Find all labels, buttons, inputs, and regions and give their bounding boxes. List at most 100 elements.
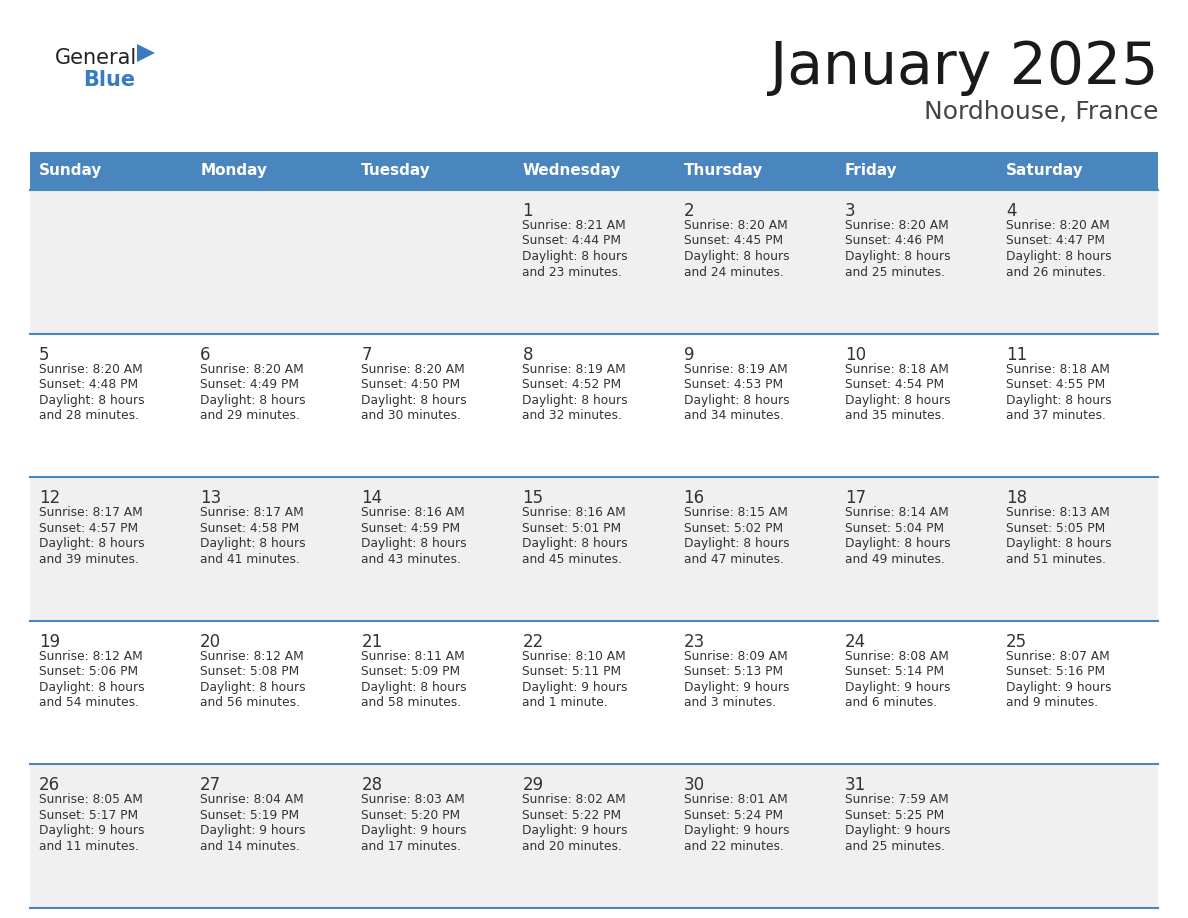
Text: 29: 29 (523, 777, 544, 794)
Text: Daylight: 8 hours: Daylight: 8 hours (39, 681, 145, 694)
Text: Sunset: 5:01 PM: Sunset: 5:01 PM (523, 521, 621, 534)
Text: 27: 27 (200, 777, 221, 794)
Text: Sunrise: 8:20 AM: Sunrise: 8:20 AM (200, 363, 304, 375)
Text: Sunset: 4:44 PM: Sunset: 4:44 PM (523, 234, 621, 248)
Text: 16: 16 (683, 489, 704, 508)
Text: and 6 minutes.: and 6 minutes. (845, 696, 937, 710)
Text: 15: 15 (523, 489, 544, 508)
Text: Sunrise: 8:21 AM: Sunrise: 8:21 AM (523, 219, 626, 232)
Text: and 22 minutes.: and 22 minutes. (683, 840, 783, 853)
Text: Daylight: 8 hours: Daylight: 8 hours (523, 250, 628, 263)
Text: Sunset: 5:14 PM: Sunset: 5:14 PM (845, 666, 943, 678)
Text: Sunday: Sunday (39, 163, 102, 178)
Text: 3: 3 (845, 202, 855, 220)
Text: and 45 minutes.: and 45 minutes. (523, 553, 623, 565)
Text: and 1 minute.: and 1 minute. (523, 696, 608, 710)
Bar (997, 190, 1158, 333)
Text: Sunrise: 8:01 AM: Sunrise: 8:01 AM (683, 793, 788, 806)
Text: 7: 7 (361, 345, 372, 364)
Text: Sunset: 4:47 PM: Sunset: 4:47 PM (1006, 234, 1105, 248)
Text: Sunset: 5:08 PM: Sunset: 5:08 PM (200, 666, 299, 678)
Text: Blue: Blue (83, 70, 135, 90)
Text: Daylight: 8 hours: Daylight: 8 hours (200, 537, 305, 550)
Text: Daylight: 8 hours: Daylight: 8 hours (845, 394, 950, 407)
Text: Daylight: 8 hours: Daylight: 8 hours (361, 394, 467, 407)
Text: Daylight: 8 hours: Daylight: 8 hours (1006, 250, 1112, 263)
Text: Sunrise: 8:10 AM: Sunrise: 8:10 AM (523, 650, 626, 663)
Bar (675, 621, 835, 765)
Text: Sunrise: 8:19 AM: Sunrise: 8:19 AM (523, 363, 626, 375)
Text: Daylight: 9 hours: Daylight: 9 hours (523, 681, 628, 694)
Text: 19: 19 (39, 633, 61, 651)
Bar (191, 152, 353, 190)
Text: Daylight: 8 hours: Daylight: 8 hours (361, 681, 467, 694)
Bar (191, 477, 353, 621)
Text: 31: 31 (845, 777, 866, 794)
Text: Wednesday: Wednesday (523, 163, 621, 178)
Bar (835, 190, 997, 333)
Text: Sunset: 4:45 PM: Sunset: 4:45 PM (683, 234, 783, 248)
Text: Sunset: 4:49 PM: Sunset: 4:49 PM (200, 378, 299, 391)
Text: and 25 minutes.: and 25 minutes. (845, 840, 944, 853)
Text: Sunrise: 8:16 AM: Sunrise: 8:16 AM (361, 506, 465, 520)
Text: 1: 1 (523, 202, 533, 220)
Bar (513, 765, 675, 908)
Bar (30, 333, 191, 477)
Polygon shape (137, 44, 154, 62)
Text: 22: 22 (523, 633, 544, 651)
Bar (30, 765, 191, 908)
Bar (353, 152, 513, 190)
Text: Sunset: 4:53 PM: Sunset: 4:53 PM (683, 378, 783, 391)
Text: Sunrise: 8:13 AM: Sunrise: 8:13 AM (1006, 506, 1110, 520)
Text: Sunrise: 8:08 AM: Sunrise: 8:08 AM (845, 650, 948, 663)
Bar (191, 333, 353, 477)
Bar (997, 333, 1158, 477)
Text: January 2025: January 2025 (770, 39, 1158, 96)
Text: Daylight: 8 hours: Daylight: 8 hours (361, 537, 467, 550)
Text: 2: 2 (683, 202, 694, 220)
Text: and 24 minutes.: and 24 minutes. (683, 265, 783, 278)
Text: Daylight: 8 hours: Daylight: 8 hours (39, 537, 145, 550)
Bar (675, 152, 835, 190)
Bar (513, 152, 675, 190)
Text: and 11 minutes.: and 11 minutes. (39, 840, 139, 853)
Bar (353, 190, 513, 333)
Bar (997, 765, 1158, 908)
Text: Sunrise: 8:09 AM: Sunrise: 8:09 AM (683, 650, 788, 663)
Text: Daylight: 9 hours: Daylight: 9 hours (523, 824, 628, 837)
Text: and 29 minutes.: and 29 minutes. (200, 409, 301, 422)
Text: and 14 minutes.: and 14 minutes. (200, 840, 301, 853)
Bar (835, 621, 997, 765)
Text: 10: 10 (845, 345, 866, 364)
Bar (353, 765, 513, 908)
Text: and 34 minutes.: and 34 minutes. (683, 409, 783, 422)
Bar (675, 333, 835, 477)
Text: Sunrise: 8:18 AM: Sunrise: 8:18 AM (845, 363, 948, 375)
Text: Sunset: 5:22 PM: Sunset: 5:22 PM (523, 809, 621, 822)
Text: Sunset: 5:06 PM: Sunset: 5:06 PM (39, 666, 138, 678)
Text: 8: 8 (523, 345, 533, 364)
Text: Sunset: 4:46 PM: Sunset: 4:46 PM (845, 234, 943, 248)
Text: Sunrise: 8:03 AM: Sunrise: 8:03 AM (361, 793, 465, 806)
Text: 5: 5 (39, 345, 50, 364)
Text: Sunset: 4:59 PM: Sunset: 4:59 PM (361, 521, 461, 534)
Text: Daylight: 9 hours: Daylight: 9 hours (683, 681, 789, 694)
Text: 18: 18 (1006, 489, 1026, 508)
Text: Daylight: 9 hours: Daylight: 9 hours (845, 824, 950, 837)
Text: Nordhouse, France: Nordhouse, France (923, 100, 1158, 124)
Text: Thursday: Thursday (683, 163, 763, 178)
Text: and 56 minutes.: and 56 minutes. (200, 696, 301, 710)
Text: and 54 minutes.: and 54 minutes. (39, 696, 139, 710)
Text: Tuesday: Tuesday (361, 163, 431, 178)
Text: and 25 minutes.: and 25 minutes. (845, 265, 944, 278)
Text: Sunrise: 8:04 AM: Sunrise: 8:04 AM (200, 793, 304, 806)
Text: 25: 25 (1006, 633, 1026, 651)
Bar (191, 765, 353, 908)
Text: Sunrise: 8:20 AM: Sunrise: 8:20 AM (683, 219, 788, 232)
Text: Sunset: 4:54 PM: Sunset: 4:54 PM (845, 378, 943, 391)
Bar (513, 477, 675, 621)
Text: 12: 12 (39, 489, 61, 508)
Text: Monday: Monday (200, 163, 267, 178)
Text: Sunset: 4:50 PM: Sunset: 4:50 PM (361, 378, 461, 391)
Text: Sunset: 5:05 PM: Sunset: 5:05 PM (1006, 521, 1105, 534)
